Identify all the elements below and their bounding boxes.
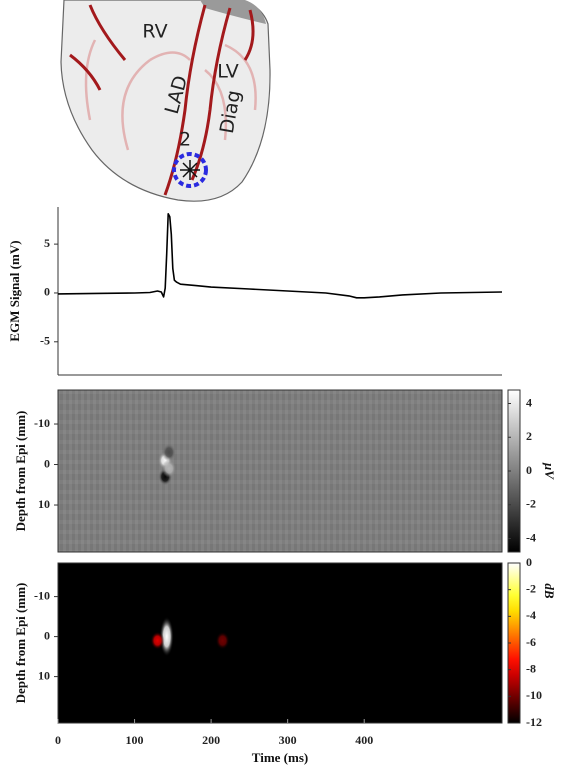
y-axis-label: Depth from Epi (mm) xyxy=(13,583,28,704)
x-tick-label: 400 xyxy=(355,733,373,747)
y-tick-label: 0 xyxy=(44,456,50,470)
x-tick-label: 200 xyxy=(202,733,220,747)
heart-outline xyxy=(60,0,271,202)
texture xyxy=(58,390,502,552)
colorbar-label: μV xyxy=(542,462,557,480)
lv-label: LV xyxy=(217,61,239,83)
y-tick-label: -5 xyxy=(40,334,50,348)
colorbar-tick-label: -2 xyxy=(526,497,536,511)
y-tick-label: -10 xyxy=(34,588,50,602)
colorbar-tick-label: -2 xyxy=(526,581,536,595)
y-tick-label: 5 xyxy=(44,236,50,250)
y-tick-label: 0 xyxy=(44,628,50,642)
heat-blob xyxy=(162,443,176,462)
heat-blob xyxy=(150,631,165,650)
panel-border xyxy=(57,562,503,724)
rv-label: RV xyxy=(142,21,167,43)
y-axis-label: Depth from Epi (mm) xyxy=(13,411,28,532)
colorbar-label: dB xyxy=(542,583,557,599)
colorbar-tick-label: 4 xyxy=(526,395,532,409)
site-label: 2 xyxy=(179,129,191,151)
colorbar-tick-label: -10 xyxy=(526,688,542,702)
heat-blob xyxy=(215,631,230,650)
x-tick-label: 0 xyxy=(55,733,61,747)
colorbar-tick-label: -4 xyxy=(526,530,536,544)
x-tick-label: 100 xyxy=(126,733,144,747)
recording-site xyxy=(172,152,208,188)
heart-diagram: RV LV LAD Diag 2 xyxy=(60,0,271,202)
signal-line xyxy=(57,213,503,299)
colorbar-tick-label: 0 xyxy=(526,555,532,569)
colorbar-tick-label: -4 xyxy=(526,608,536,622)
electrode xyxy=(180,160,200,180)
heatmap-background xyxy=(58,563,502,723)
heat-blob xyxy=(162,459,176,478)
colorbar-tick-label: -8 xyxy=(526,661,536,675)
colorbar-tick-label: -6 xyxy=(526,635,536,649)
heat-blob xyxy=(159,616,174,657)
x-axis-label: Time (ms) xyxy=(252,750,308,765)
colorbar-tick-label: 0 xyxy=(526,463,532,477)
minor-vessels xyxy=(84,39,257,151)
x-tick-label: 300 xyxy=(279,733,297,747)
colorbar-tick-label: -12 xyxy=(526,715,542,729)
heart-cap xyxy=(200,0,266,24)
y-tick-label: 0 xyxy=(44,285,50,299)
y-axis-label: EGM Signal (mV) xyxy=(7,240,22,341)
y-tick-label: 10 xyxy=(38,497,50,511)
y-tick-label: 10 xyxy=(38,668,50,682)
colorbar-tick-label: 2 xyxy=(526,429,532,443)
panel-border xyxy=(57,389,503,553)
y-tick-label: -10 xyxy=(34,416,50,430)
